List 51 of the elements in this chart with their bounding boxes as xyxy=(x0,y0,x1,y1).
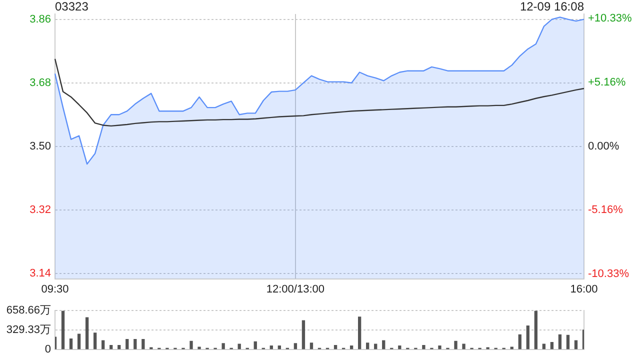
bar xyxy=(438,346,442,350)
bar xyxy=(310,342,314,350)
bar xyxy=(510,346,514,350)
chart-title: 03323 xyxy=(55,0,89,14)
bar xyxy=(254,341,257,350)
bar xyxy=(454,340,458,350)
y2-tick-label: -10.33% xyxy=(588,268,630,280)
y2-tick-label: 0.00% xyxy=(588,140,620,152)
bar xyxy=(102,340,105,350)
bar xyxy=(93,332,97,350)
y2-tick-label: +5.16% xyxy=(588,76,626,89)
y-tick-label: 658.66万 xyxy=(6,304,51,317)
bar xyxy=(550,342,554,350)
bar xyxy=(61,310,65,350)
y-tick-label: 329.33万 xyxy=(6,324,51,336)
bar xyxy=(198,346,201,350)
bar xyxy=(77,334,81,350)
y2-tick-label: -5.16% xyxy=(588,204,624,216)
bar xyxy=(358,316,362,350)
x-tick-label: 09:30 xyxy=(41,283,69,296)
bar xyxy=(422,344,426,350)
x-tick-label: 12:00/13:00 xyxy=(266,283,325,296)
bar xyxy=(190,340,193,350)
bar xyxy=(382,340,386,350)
y-tick-label: 3.32 xyxy=(30,204,51,216)
bar xyxy=(142,339,145,350)
bar xyxy=(85,317,89,350)
chart-subtitle: 12-09 16:08 xyxy=(520,0,584,14)
y-tick-label: 3.50 xyxy=(30,140,51,152)
y2-tick-label: +10.33% xyxy=(588,12,632,25)
bar xyxy=(534,310,538,350)
bar xyxy=(294,343,298,350)
bar xyxy=(558,334,562,350)
bar xyxy=(302,320,306,350)
bar xyxy=(69,338,73,350)
y-tick-label: 3.86 xyxy=(30,13,51,26)
bar xyxy=(366,342,370,350)
bar xyxy=(462,344,466,350)
bar xyxy=(566,334,570,350)
bar xyxy=(518,334,522,350)
y-tick-label: 3.68 xyxy=(30,76,51,89)
y-tick-label: 0 xyxy=(44,343,51,356)
bar xyxy=(582,330,584,350)
bar xyxy=(222,343,225,350)
y-tick-label: 3.14 xyxy=(30,268,51,280)
bar xyxy=(126,339,129,350)
bar xyxy=(526,326,530,350)
x-tick-label: 16:00 xyxy=(570,283,598,296)
bar xyxy=(134,339,137,350)
bar xyxy=(55,336,57,350)
bar xyxy=(574,340,578,350)
